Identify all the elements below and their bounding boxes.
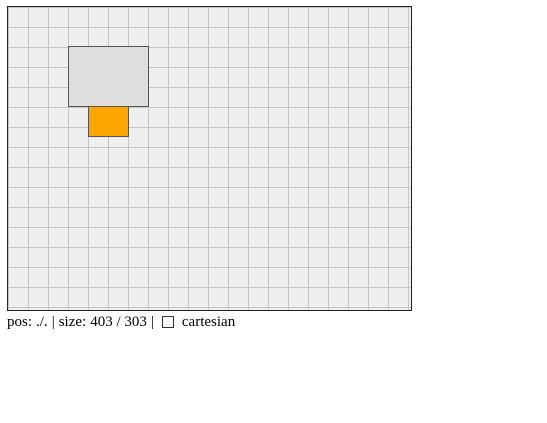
pos-label: pos: <box>7 314 33 330</box>
orange-box[interactable] <box>88 106 129 137</box>
pos-value: ./. <box>36 314 48 330</box>
cartesian-label[interactable]: cartesian <box>181 314 236 330</box>
separator: | <box>150 314 154 330</box>
separator: | <box>51 314 55 330</box>
grid-canvas[interactable] <box>7 6 412 311</box>
status-bar: pos: ./. | size: 403 / 303 | cartesian <box>7 312 235 332</box>
cartesian-checkbox[interactable] <box>161 316 174 328</box>
size-label: size: <box>58 314 87 330</box>
size-value: 403 / 303 <box>90 314 147 330</box>
gray-box[interactable] <box>68 46 149 107</box>
